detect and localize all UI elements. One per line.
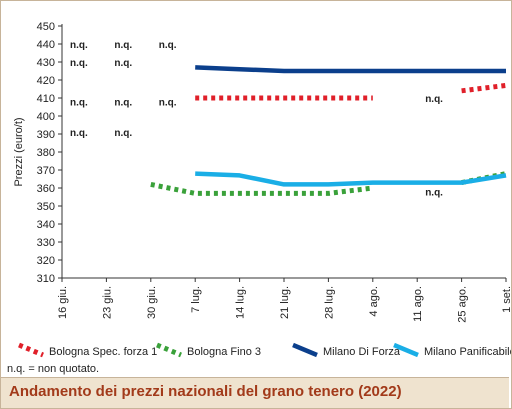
series-lines bbox=[150, 65, 507, 196]
x-tick-label: 4 ago. bbox=[368, 286, 380, 317]
price-chart: 310 320 330 340 350 360 370 380 390 400 410 420 430 4… bbox=[13, 21, 511, 358]
nq-annotation: n.q. bbox=[70, 128, 88, 139]
legend-swatch bbox=[18, 342, 44, 358]
legend-label: Bologna Spec. forza 1 bbox=[49, 346, 157, 358]
chart-caption: Andamento dei prezzi nazionali del grano… bbox=[9, 383, 402, 400]
y-tick-label: 310 bbox=[37, 273, 55, 285]
nq-annotation: n.q. bbox=[114, 98, 132, 109]
footnote: n.q. = non quotato. bbox=[7, 363, 100, 375]
nq-annotation: n.q. bbox=[114, 40, 132, 51]
y-tick-label: 440 bbox=[37, 39, 55, 51]
legend-swatch bbox=[156, 342, 182, 358]
nq-annotation: n.q. bbox=[114, 128, 132, 139]
nq-annotation: n.q. bbox=[425, 188, 443, 199]
nq-annotation: n.q. bbox=[159, 40, 177, 51]
x-tick-label: 21 lug. bbox=[279, 286, 291, 319]
y-tick-label: 400 bbox=[37, 111, 55, 123]
x-tick-label: 25 ago. bbox=[457, 286, 469, 323]
x-tick-label: 30 giu. bbox=[146, 286, 158, 319]
x-tick-label: 14 lug. bbox=[235, 286, 247, 319]
annotations: n.q. n.q. n.q. n.q. n.q. n.q. n.q. n.q. n.q. n.q.… bbox=[70, 40, 443, 199]
series-line-3 bbox=[195, 171, 507, 187]
legend: Bologna Spec. forza 1 Bologna Fino 3 Milan… bbox=[18, 342, 511, 358]
y-axis-label: Prezzi (euro/t) bbox=[13, 117, 25, 186]
x-tick-label: 1 set. bbox=[501, 286, 511, 313]
series-line-0 bbox=[461, 82, 507, 94]
nq-annotation: n.q. bbox=[159, 98, 177, 109]
y-tick-label: 330 bbox=[37, 237, 55, 249]
y-tick-label: 420 bbox=[37, 75, 55, 87]
y-tick-label: 430 bbox=[37, 57, 55, 69]
y-tick-label: 450 bbox=[37, 21, 55, 33]
y-tick-label: 410 bbox=[37, 93, 55, 105]
nq-annotation: n.q. bbox=[425, 94, 443, 105]
nq-annotation: n.q. bbox=[70, 40, 88, 51]
nq-annotation: n.q. bbox=[114, 58, 132, 69]
legend-label: Bologna Fino 3 bbox=[187, 346, 261, 358]
caption-bar: Andamento dei prezzi nazionali del grano… bbox=[1, 377, 509, 408]
y-tick-label: 390 bbox=[37, 129, 55, 141]
nq-annotation: n.q. bbox=[70, 98, 88, 109]
x-tick-label: 28 lug. bbox=[323, 286, 335, 319]
y-tick-label: 370 bbox=[37, 165, 55, 177]
series-line-1 bbox=[150, 181, 374, 196]
y-tick-label: 350 bbox=[37, 201, 55, 213]
nq-annotation: n.q. bbox=[70, 58, 88, 69]
series-line-2 bbox=[195, 65, 506, 74]
y-tick-label: 320 bbox=[37, 255, 55, 267]
y-tick-label: 360 bbox=[37, 183, 55, 195]
legend-swatch bbox=[292, 342, 318, 358]
legend-label: Milano Panificabile bbox=[424, 346, 511, 358]
legend-label: Milano Di Forza bbox=[323, 346, 401, 358]
legend-swatch bbox=[393, 342, 419, 358]
x-tick-label: 7 lug. bbox=[190, 286, 202, 313]
axes: 310 320 330 340 350 360 370 380 390 400 410 420 430 4… bbox=[13, 21, 511, 323]
x-tick-label: 23 giu. bbox=[101, 286, 113, 319]
x-tick-label: 11 ago. bbox=[412, 286, 424, 322]
y-tick-label: 340 bbox=[37, 219, 55, 231]
x-tick-label: 16 giu. bbox=[57, 286, 69, 319]
y-tick-label: 380 bbox=[37, 147, 55, 159]
